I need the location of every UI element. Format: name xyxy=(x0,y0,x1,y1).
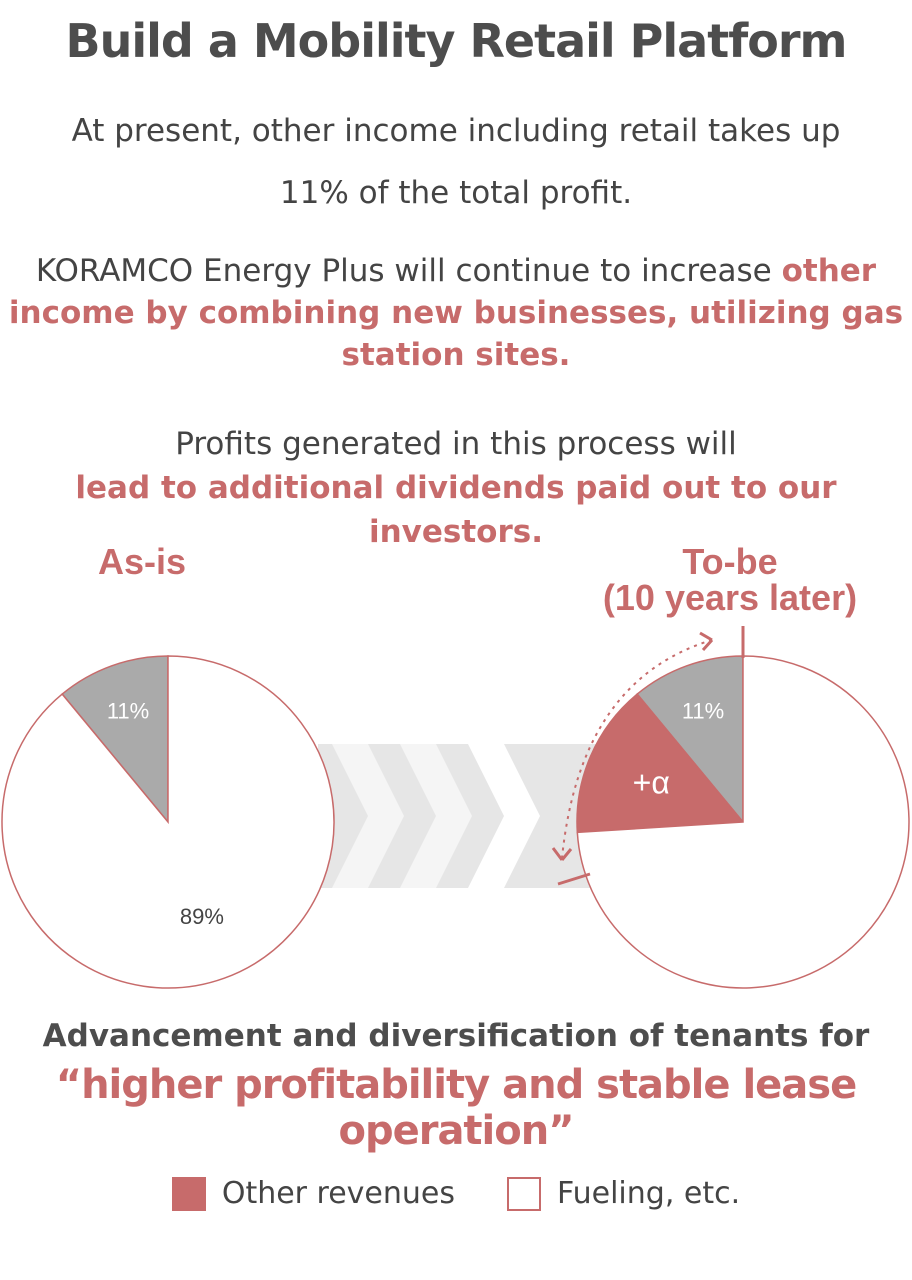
legend-swatch-outline xyxy=(507,1176,542,1211)
pie-slice xyxy=(576,693,745,834)
legend-item-fueling: Fueling, etc. xyxy=(507,1176,740,1211)
as-is-title: As-is xyxy=(98,541,186,582)
legend-swatch-filled xyxy=(171,1176,206,1211)
strategy-paragraph: KORAMCO Energy Plus will continue to inc… xyxy=(0,250,912,376)
bottom-statement: Advancement and diversification of tenan… xyxy=(42,1018,870,1054)
intro-paragraph: At present, other income including retai… xyxy=(0,100,912,224)
legend-label-fueling: Fueling, etc. xyxy=(557,1176,741,1211)
pie-slice xyxy=(1,655,335,989)
dividend-highlight: lead to additional dividends paid out to… xyxy=(75,470,837,550)
intro-line-2: 11% of the total profit. xyxy=(279,175,633,211)
dividend-paragraph: Profits generated in this process will l… xyxy=(0,422,912,554)
legend-label-other-revenues: Other revenues xyxy=(221,1176,456,1211)
chevron-1 xyxy=(332,744,404,888)
pie-slice xyxy=(636,655,744,825)
as-is-pie: 11% 89% xyxy=(1,655,335,989)
page-title: Build a Mobility Retail Platform xyxy=(65,14,848,68)
dividend-text: Profits generated in this process will xyxy=(175,426,737,462)
legend: Other revenues Fueling, etc. xyxy=(0,1176,912,1211)
pie-slice xyxy=(576,655,910,989)
strategy-text: KORAMCO Energy Plus will continue to inc… xyxy=(35,253,782,289)
arrow-head-top-icon xyxy=(699,631,714,652)
pie-slice-label: 89% xyxy=(180,904,224,929)
transition-arrow xyxy=(318,744,598,888)
to-be-subtitle: (10 years later) xyxy=(603,577,857,618)
intro-line-1: At present, other income including retai… xyxy=(71,113,841,149)
chevron-3 xyxy=(468,744,540,888)
legend-item-other-revenues: Other revenues xyxy=(171,1176,456,1211)
to-be-pie: 11% +α xyxy=(576,655,910,989)
to-be-title: To-be xyxy=(682,541,777,582)
pie-slice-label: 11% xyxy=(682,699,724,724)
pie-comparison-chart: As-is 11% 89% To-be (10 years later) 11% +… xyxy=(1,541,910,989)
pie-slice-label: 11% xyxy=(107,699,149,724)
pie-slice-label: +α xyxy=(633,764,670,800)
bottom-highlight: “higher profitability and stable lease o… xyxy=(55,1062,857,1154)
to-be-bottom-tick xyxy=(557,872,591,886)
arrow-head-bottom-icon xyxy=(551,847,573,861)
growth-arc xyxy=(561,639,713,859)
chevron-2 xyxy=(400,744,472,888)
pie-slice xyxy=(61,655,169,825)
strategy-highlight: other income by combining new businesses… xyxy=(8,253,904,373)
